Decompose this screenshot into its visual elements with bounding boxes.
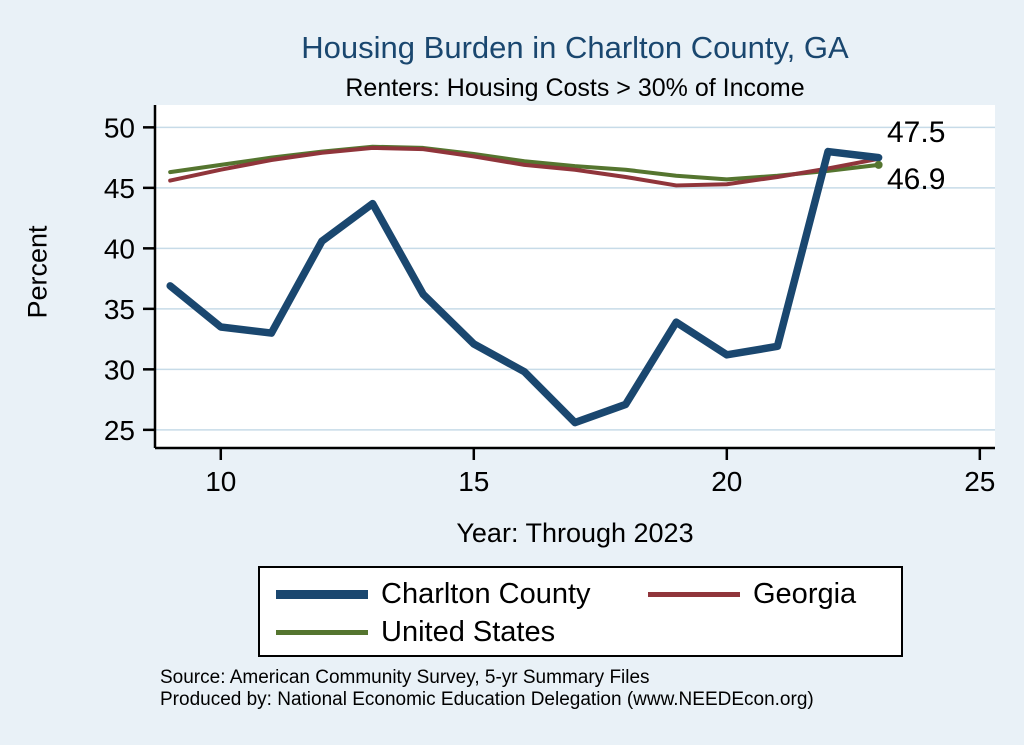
y-axis-title: Percent <box>22 225 53 319</box>
legend-swatch-charlton-county <box>276 589 368 599</box>
legend-label-charlton-county: Charlton County <box>381 577 591 610</box>
x-axis-title: Year: Through 2023 <box>456 518 694 548</box>
x-tick-label: 15 <box>458 466 489 497</box>
legend-item-georgia: Georgia <box>648 578 856 611</box>
legend-swatch-united-states <box>276 629 368 635</box>
legend-item-united-states: United States <box>276 616 648 649</box>
gridlines <box>155 126 995 431</box>
series-lines <box>166 144 883 427</box>
x-tick-label: 20 <box>711 466 742 497</box>
produced-by-line: Produced by: National Economic Education… <box>160 689 814 710</box>
legend-row-1: Charlton County Georgia <box>276 575 901 613</box>
legend-item-charlton-county: Charlton County <box>276 578 648 611</box>
chart-title: Housing Burden in Charlton County, GA <box>301 30 849 65</box>
series-line-georgia <box>168 145 881 188</box>
y-tick-label: 35 <box>104 294 135 325</box>
legend-box: Charlton County Georgia United States <box>258 566 903 657</box>
y-tick-label: 30 <box>104 354 135 385</box>
tick-labels: 25 30 35 40 45 50 10 15 20 25 <box>104 112 996 497</box>
legend-label-united-states: United States <box>381 615 556 648</box>
series-line-charlton-county <box>166 147 883 427</box>
axes <box>143 105 995 460</box>
x-tick-label: 25 <box>964 466 995 497</box>
end-value-label-top: 47.5 <box>887 116 946 149</box>
legend-swatch-georgia <box>648 591 740 597</box>
legend-row-2: United States <box>276 613 901 651</box>
y-tick-label: 50 <box>104 112 135 143</box>
end-value-label-bottom: 46.9 <box>887 163 946 196</box>
y-tick-label: 25 <box>104 415 135 446</box>
footer-notes: Source: American Community Survey, 5-yr … <box>160 667 814 711</box>
y-tick-label: 45 <box>104 173 135 204</box>
y-tick-label: 40 <box>104 233 135 264</box>
source-line: Source: American Community Survey, 5-yr … <box>160 667 650 688</box>
x-tick-label: 10 <box>205 466 236 497</box>
united-states-endpoint-marker <box>874 160 883 169</box>
legend-label-georgia: Georgia <box>753 577 857 610</box>
chart-subtitle: Renters: Housing Costs > 30% of Income <box>345 74 805 102</box>
